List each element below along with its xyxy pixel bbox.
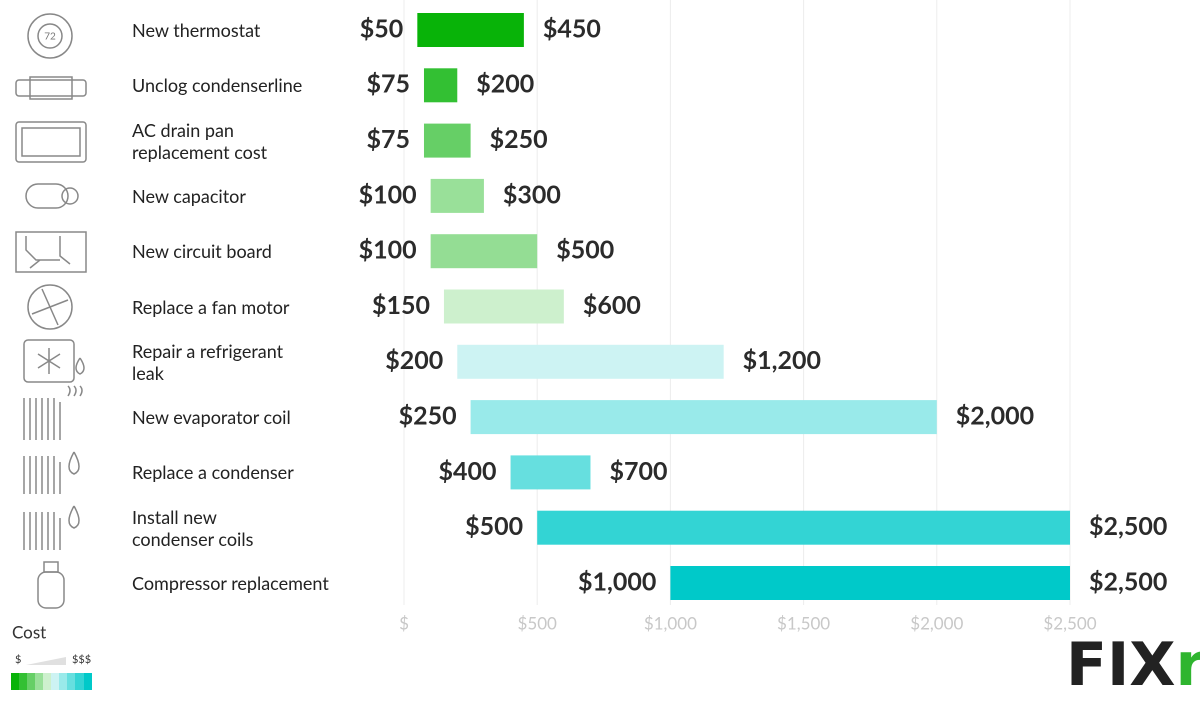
x-tick-label: $1,000	[644, 612, 697, 633]
bar	[537, 510, 1070, 545]
bar	[423, 123, 471, 158]
category-label: Unclog condenserline	[132, 74, 303, 97]
category-label: Repair a refrigerant leak	[132, 339, 284, 384]
start-label: $500	[465, 511, 523, 541]
legend-high: $$$	[72, 653, 91, 666]
category-label: New capacitor	[132, 184, 246, 207]
end-label: $450	[543, 13, 601, 43]
legend-wedge	[26, 657, 66, 665]
x-tick-label: $500	[517, 612, 557, 633]
end-label: $300	[503, 179, 561, 209]
end-label: $1,200	[743, 345, 821, 375]
start-label: $400	[439, 456, 497, 486]
legend-low: $	[15, 653, 21, 666]
end-label: $700	[609, 456, 667, 486]
bar	[457, 344, 724, 379]
bar	[430, 234, 538, 269]
bar	[430, 178, 484, 213]
end-label: $250	[490, 124, 548, 154]
category-label: New evaporator coil	[132, 406, 291, 429]
bar	[443, 289, 564, 324]
category-label: Compressor replacement	[132, 572, 329, 594]
x-tick-label: $2,500	[1043, 612, 1096, 633]
category-label: Replace a condenser	[132, 461, 294, 484]
bar	[470, 400, 937, 435]
category-label: Install new condenser coils	[132, 505, 254, 550]
end-label: $600	[583, 290, 641, 320]
bar	[510, 455, 591, 490]
logo: FIXr	[1066, 630, 1200, 700]
start-label: $75	[366, 124, 410, 154]
x-tick-label: $	[399, 612, 409, 633]
x-tick-label: $2,000	[910, 612, 963, 633]
end-label: $200	[476, 69, 534, 99]
start-label: $100	[359, 179, 417, 209]
category-label: New thermostat	[132, 19, 261, 41]
x-tick-label: $1,500	[777, 612, 830, 633]
start-label: $200	[385, 345, 443, 375]
end-label: $500	[556, 235, 614, 265]
end-label: $2,500	[1089, 511, 1167, 541]
start-label: $150	[372, 290, 430, 320]
icons: 72	[15, 13, 87, 609]
start-label: $250	[399, 401, 457, 431]
end-label: $2,500	[1089, 566, 1167, 596]
legend: Cost $ $$$	[11, 621, 92, 690]
icon-text: 72	[44, 31, 56, 43]
end-label: $2,000	[956, 401, 1034, 431]
category-label: Replace a fan motor	[132, 295, 290, 318]
category-label: New circuit board	[132, 240, 272, 263]
start-label: $100	[359, 235, 417, 265]
start-label: $50	[360, 13, 404, 43]
legend-swatches	[11, 673, 92, 690]
legend-title: Cost	[12, 621, 46, 642]
logo-accent: r	[1176, 630, 1200, 700]
bar	[417, 13, 524, 47]
bar	[423, 68, 458, 103]
start-label: $75	[366, 69, 410, 99]
bar	[670, 566, 1070, 600]
start-label: $1,000	[578, 566, 656, 596]
category-label: AC drain pan replacement cost	[132, 118, 268, 163]
grid	[403, 0, 1071, 605]
logo-main: FIX	[1066, 630, 1176, 700]
